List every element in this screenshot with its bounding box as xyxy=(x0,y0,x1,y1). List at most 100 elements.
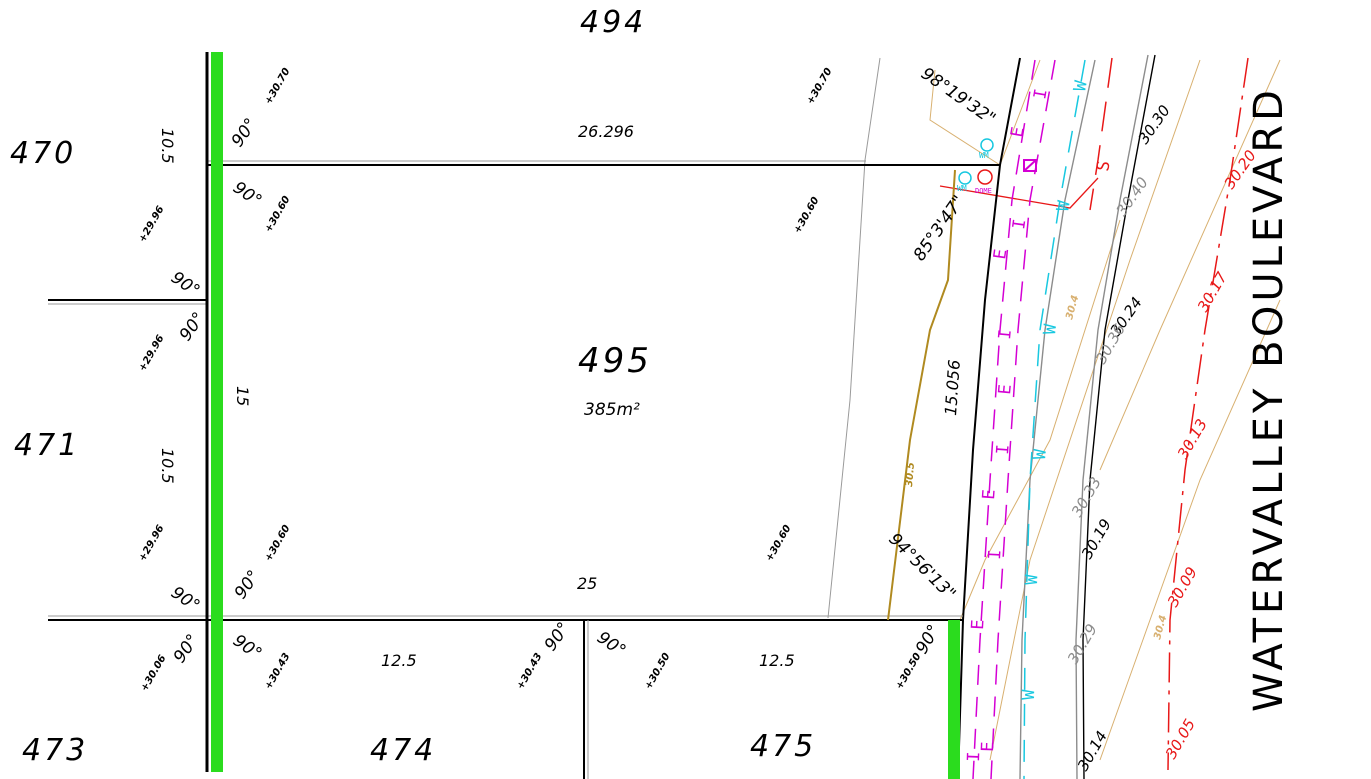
electric-label: E xyxy=(978,741,998,752)
contour-label-grey: 30.29 xyxy=(1064,621,1101,667)
electric-line-1 xyxy=(972,59,1036,779)
angle-bottom-right: 94°56'13" xyxy=(884,529,959,604)
brown-contour-1 xyxy=(929,59,1041,166)
lot-495-area: 385m² xyxy=(584,400,640,420)
angle-90: 90° xyxy=(170,631,204,667)
water-label: W xyxy=(1040,322,1061,335)
service-symbols: WM WM DOME xyxy=(957,138,1037,195)
water-label: W xyxy=(1030,448,1051,461)
dim-lot471-side: 10.5 xyxy=(158,448,177,484)
lot-numbers: 494 470 471 473 474 475 495 385m² xyxy=(10,5,816,768)
brown-contour-2 xyxy=(989,59,1201,761)
spot-level: +30.60 xyxy=(263,194,293,234)
sewer-dome-icon xyxy=(977,169,993,185)
easement-strip-left xyxy=(211,52,223,772)
contour-label-brown: 30.5 xyxy=(904,462,917,488)
water-line xyxy=(1023,59,1086,779)
lot-number-471: 471 xyxy=(14,428,80,463)
spot-level: +30.43 xyxy=(263,651,293,691)
water-meter-label-2: WM xyxy=(957,184,967,193)
angle-90: 90° xyxy=(167,583,203,617)
angle-mid-right: 85°3'47" xyxy=(910,192,969,265)
water-label: W xyxy=(1053,199,1075,213)
dim-lot474-front: 12.5 xyxy=(381,651,417,670)
contour-label-brown: 30.4 xyxy=(1064,294,1081,321)
dim-lot475-front: 12.5 xyxy=(759,651,795,670)
dim-lot470-side: 10.5 xyxy=(158,128,177,164)
contour-label-red: 30.13 xyxy=(1174,416,1211,462)
brown-contour-3 xyxy=(1099,59,1281,471)
water-label: W xyxy=(1022,573,1042,585)
grey-contour-2 xyxy=(1075,54,1149,779)
angle-90: 90° xyxy=(167,268,203,302)
red-contour-dashdot xyxy=(1167,57,1249,771)
spot-level: +29.96 xyxy=(137,523,167,563)
contour-label-brown: 30.4 xyxy=(1152,614,1169,641)
dim-lot495-right: 15.056 xyxy=(941,359,964,416)
water-meter-icon xyxy=(980,138,994,152)
angle-90: 90° xyxy=(229,631,265,665)
lot-number-495: 495 xyxy=(578,341,652,381)
spot-level: +30.50 xyxy=(643,651,673,691)
road-name: WATERVALLEY BOULEVARD xyxy=(1246,86,1292,712)
contour-label-grey: 30.36 xyxy=(1092,321,1129,367)
spot-level: +29.96 xyxy=(137,333,167,373)
grey-contour-1 xyxy=(1019,59,1096,779)
spot-level: +30.60 xyxy=(263,523,293,563)
sewer-dome-label: DOME xyxy=(975,187,992,195)
road-edge-1 xyxy=(1082,54,1156,779)
electric-label: E xyxy=(1007,125,1028,139)
comms-label: I xyxy=(995,328,1016,340)
sewer-main xyxy=(1089,57,1113,211)
spot-level: +30.70 xyxy=(805,66,835,106)
lot-number-470: 470 xyxy=(10,136,76,171)
brown-contour-4 xyxy=(959,219,1121,621)
angle-90: 90° xyxy=(912,621,944,657)
water-meter-label: WM xyxy=(979,151,989,160)
dimensions: 26.296 25 15 15.056 10.5 10.5 12.5 12.5 xyxy=(158,122,964,670)
sewer-lines xyxy=(939,57,1249,771)
angle-90: 90° xyxy=(541,619,575,655)
boundaries xyxy=(48,52,1021,779)
lot-number-474: 474 xyxy=(370,733,436,768)
lot-number-475: 475 xyxy=(750,729,816,764)
angle-90: 90° xyxy=(229,178,265,212)
electric-label: E xyxy=(990,248,1011,261)
spot-levels: +30.70 +30.70 +30.60 +30.60 +30.60 +30.6… xyxy=(137,66,924,693)
dim-lot495-left: 15 xyxy=(233,386,252,406)
easement-strip-right xyxy=(948,620,960,779)
brown-contour-5 xyxy=(1099,299,1281,761)
angle-90: 90° xyxy=(231,567,265,603)
electric-label: E xyxy=(968,619,989,630)
dim-lot495-bottom: 25 xyxy=(577,574,597,593)
service-letters: E I E I E I E I E I I E W W W W W W S xyxy=(964,79,1115,763)
road-reserve-boundary xyxy=(957,57,1021,779)
spot-level: +30.70 xyxy=(263,66,293,106)
contour-label-red: 30.09 xyxy=(1164,564,1201,610)
dim-lot495-top: 26.296 xyxy=(578,122,634,141)
electric-label: E xyxy=(995,383,1016,395)
spot-level: +29.96 xyxy=(137,204,167,244)
contour-label-red: 30.05 xyxy=(1162,716,1199,762)
angle-90: 90° xyxy=(593,628,629,662)
electric-pit-icon-slash xyxy=(1023,159,1037,172)
contour-label-black: 30.30 xyxy=(1135,102,1174,148)
comms-label: I xyxy=(1030,87,1051,101)
spot-level: +30.06 xyxy=(139,653,169,693)
spot-level: +30.43 xyxy=(515,651,545,691)
angle-90: 90° xyxy=(228,115,262,151)
angle-90: 90° xyxy=(176,309,210,345)
grey-contour-3 xyxy=(827,57,881,619)
spot-level: +30.60 xyxy=(764,523,794,563)
sewer-label: S xyxy=(1093,159,1114,173)
electric-pit-icon xyxy=(1023,159,1037,172)
electric-label: E xyxy=(979,489,1000,501)
comms-label: I xyxy=(985,549,1006,560)
contour-label-grey: 30.33 xyxy=(1068,474,1105,520)
spot-level: +30.50 xyxy=(894,651,924,691)
contour-label-red: 30.17 xyxy=(1194,268,1231,315)
sewer-connection xyxy=(939,177,1099,209)
water-meter-icon-2 xyxy=(958,171,972,185)
comms-label: I xyxy=(964,751,984,762)
